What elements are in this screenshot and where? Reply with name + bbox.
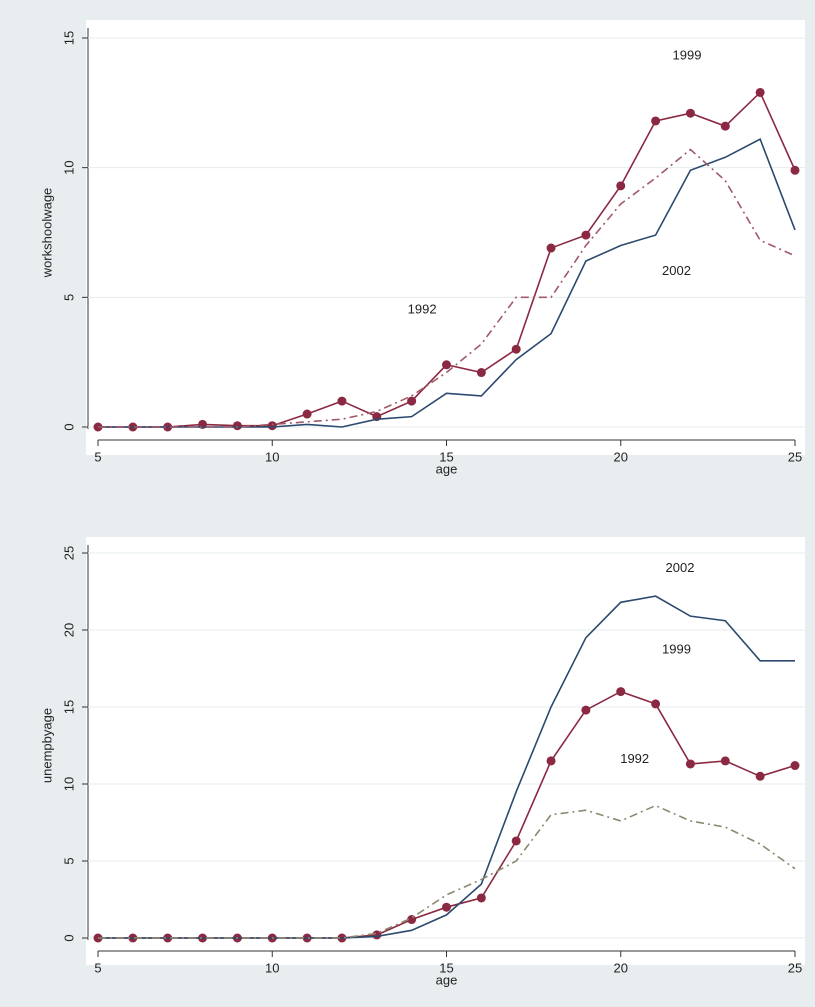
plot-area [86,537,805,965]
y-tick-label: 10 [61,777,76,791]
data-point [476,368,486,378]
series-line [98,595,795,939]
y-tick-label: 20 [61,623,76,637]
y-tick-label: 5 [61,294,76,301]
series-annotation: 1992 [408,302,437,317]
data-point [616,687,626,697]
data-point [232,421,242,431]
series-annotation: 1992 [620,751,649,766]
data-point [511,836,521,846]
data-point [790,761,800,771]
chart: 0 5 10 15 5 10 15 20 25 age workshoolwage 1999 2002 1… [39,20,805,476]
data-point [651,699,661,709]
y-tick-label: 15 [61,31,76,45]
x-tick-label: 15 [439,449,453,464]
data-point [790,165,800,175]
x-tick-label: 25 [788,960,802,975]
y-axis-title: workshoolwage [39,188,54,279]
y-tick-label: 15 [61,700,76,714]
y-axis-title: unempbyage [39,708,54,783]
data-point [302,409,312,419]
data-point [511,344,521,354]
data-point [546,243,556,253]
data-point [755,87,765,97]
series-annotation: 2002 [662,263,691,278]
data-point [651,116,661,126]
x-tick-label: 5 [94,449,101,464]
x-axis-title: age [436,972,458,987]
y-tick-label: 0 [61,423,76,430]
data-point [581,230,591,240]
data-point [407,396,417,406]
data-point [442,360,451,370]
y-tick-label: 10 [61,160,76,174]
y-tick-label: 5 [61,857,76,864]
data-point [442,902,451,912]
y-tick-label: 25 [61,546,76,560]
x-axis-title: age [436,461,458,476]
x-tick-label: 25 [788,449,802,464]
y-tick-label: 0 [61,934,76,941]
data-point [755,771,765,781]
x-tick-label: 20 [614,960,628,975]
data-point [546,756,556,766]
data-point [720,756,730,766]
x-tick-label: 5 [94,960,101,975]
data-point [337,396,347,406]
data-point [581,705,591,715]
data-point [685,759,695,769]
x-tick-label: 10 [265,960,279,975]
series-annotation: 1999 [673,48,702,63]
x-tick-label: 20 [614,449,628,464]
data-point [616,181,626,191]
plot-area [86,20,805,455]
data-point [267,421,277,431]
series-annotation: 2002 [666,560,695,575]
series-annotation: 1999 [662,641,691,656]
series-line [98,138,796,428]
data-point [476,893,486,903]
data-point [720,121,730,131]
x-tick-label: 15 [439,960,453,975]
series-line [98,148,796,428]
chart: 0 5 10 15 20 25 5 10 15 20 25 age unempbyage 2002 1999… [39,537,805,987]
data-point [685,108,695,118]
x-tick-label: 10 [265,449,279,464]
